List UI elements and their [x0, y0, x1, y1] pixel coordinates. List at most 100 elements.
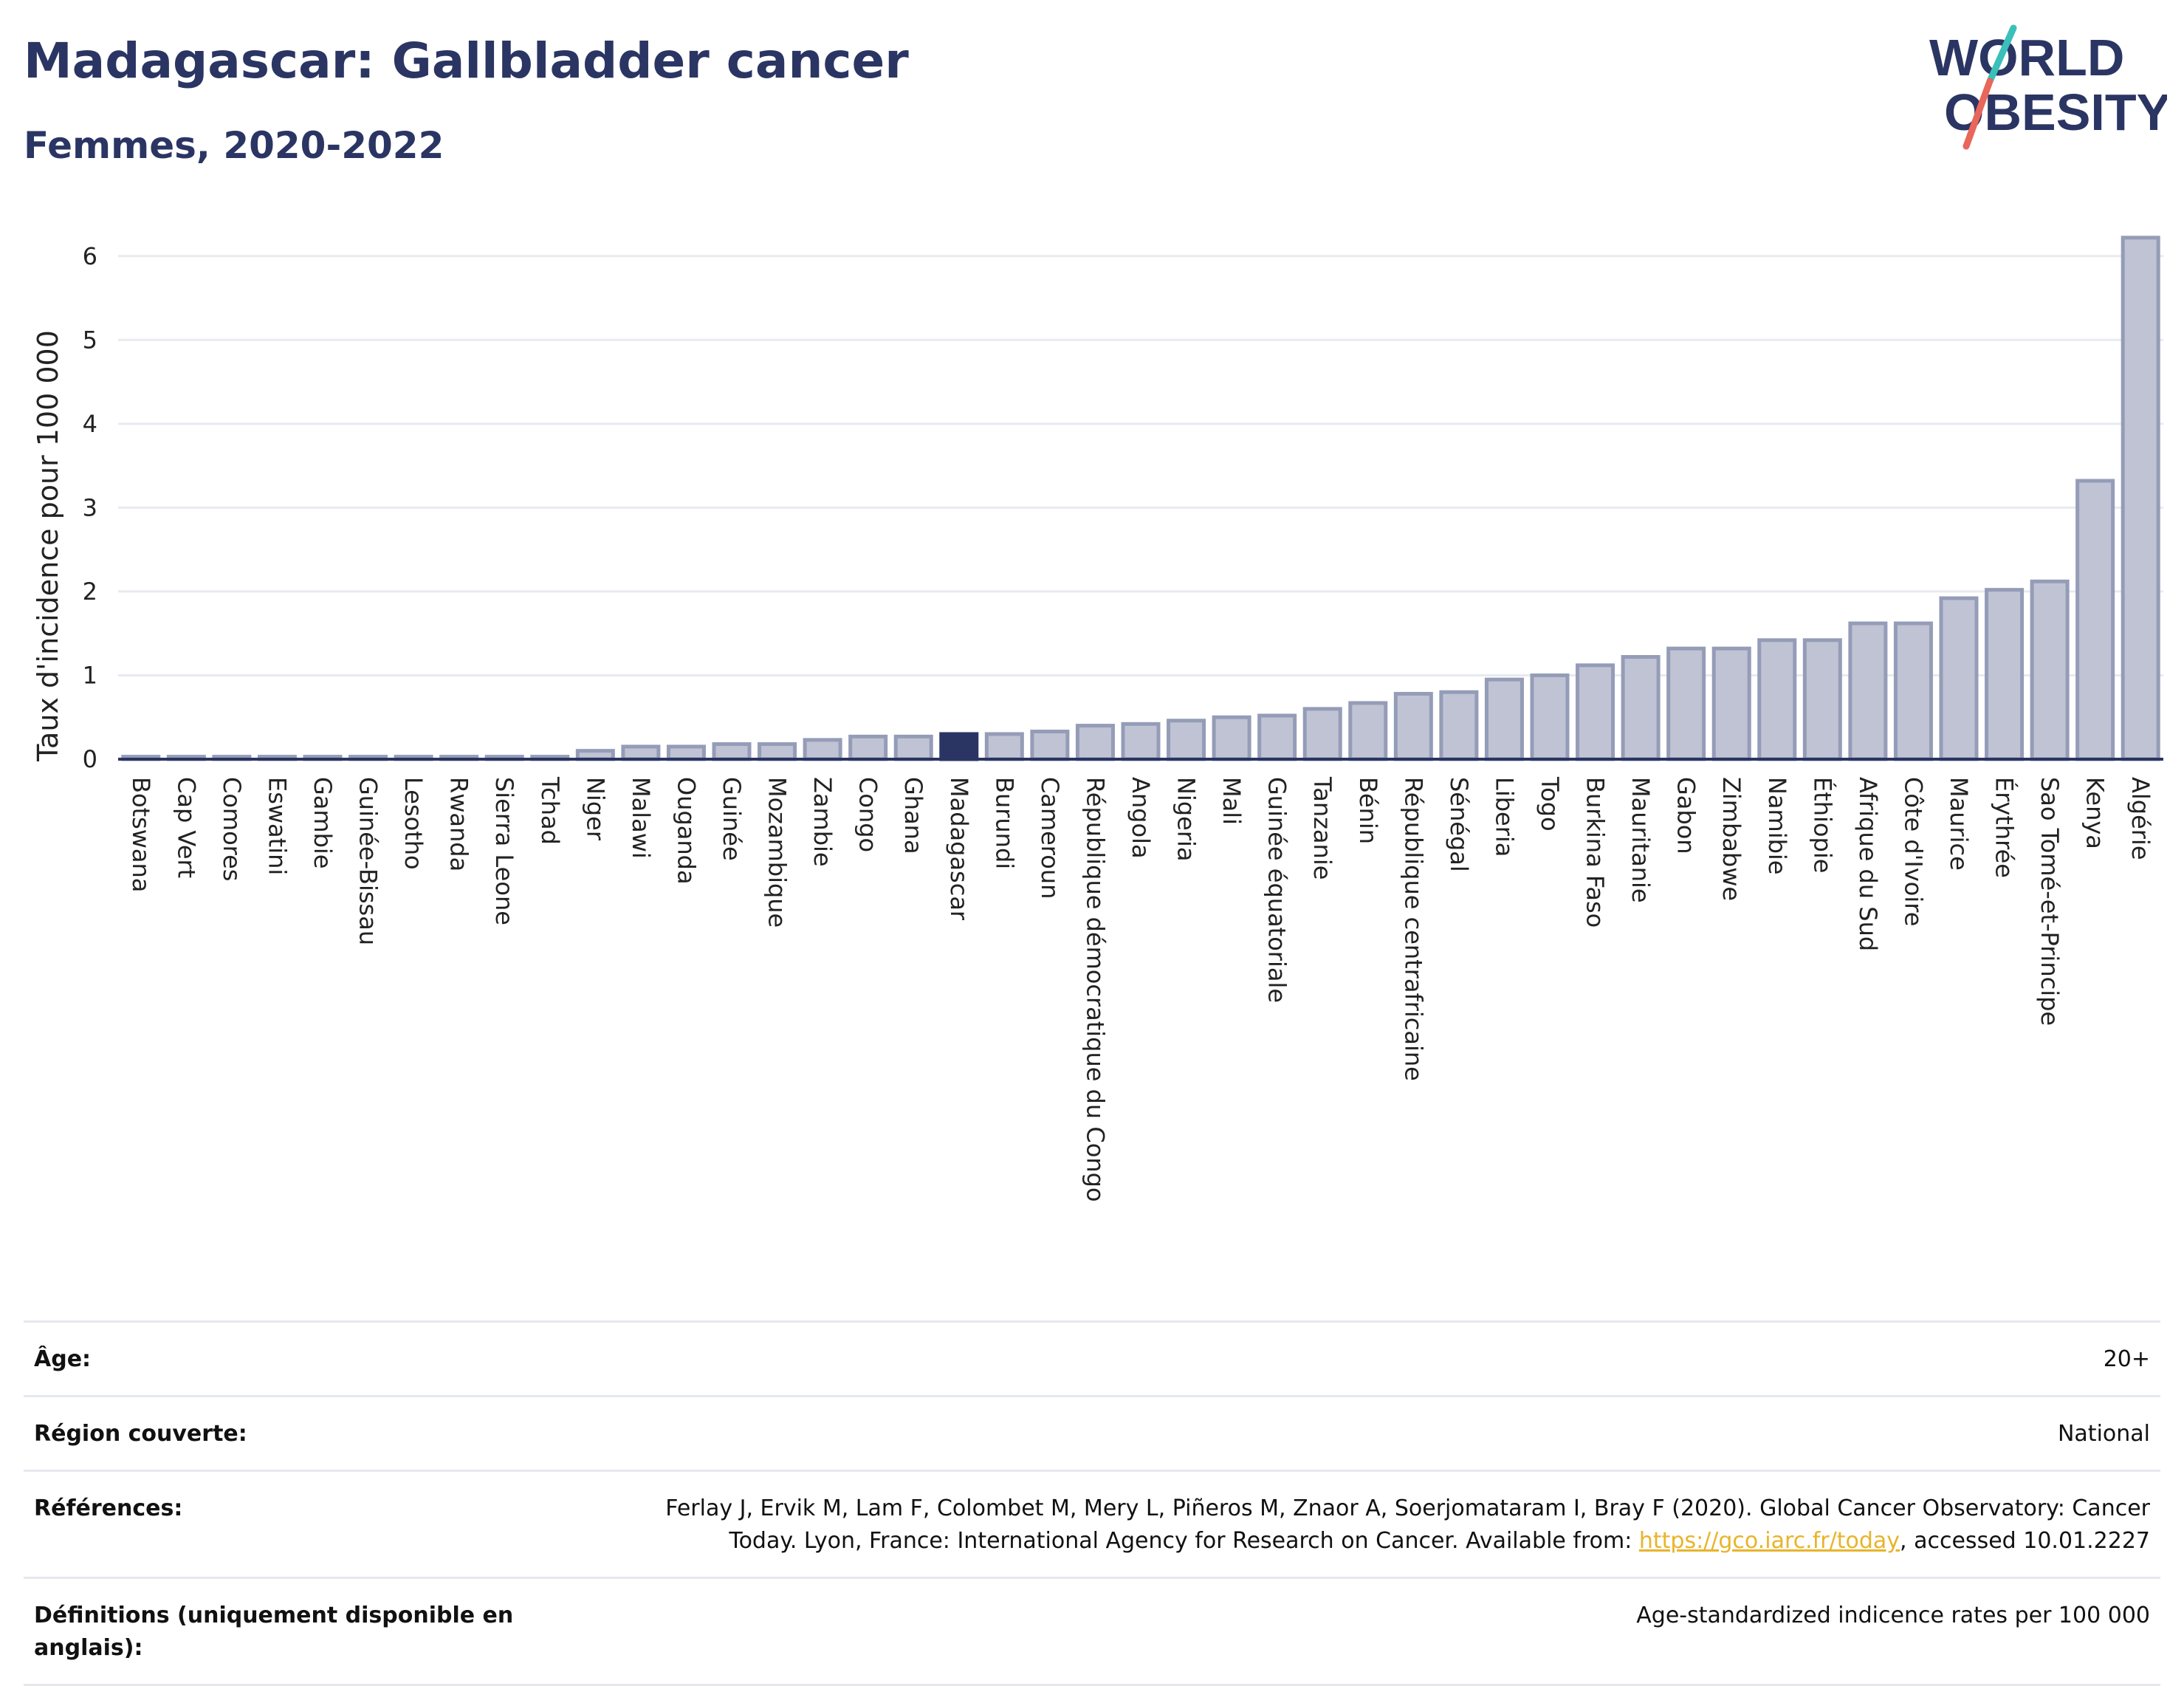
- x-tick-label: Tchad: [536, 776, 564, 845]
- y-tick-label: 5: [83, 326, 97, 354]
- x-tick-label: Kenya: [2081, 777, 2109, 849]
- bar-namibie: [1757, 638, 1797, 761]
- grid-lines: [118, 255, 2163, 676]
- bar-gabon: [1666, 646, 1706, 761]
- y-tick-label: 0: [83, 745, 97, 773]
- x-tick-label: Madagascar: [945, 777, 973, 921]
- bar-mali: [1212, 715, 1251, 761]
- references-line2-prefix: Today. Lyon, France: International Agenc…: [729, 1528, 1639, 1554]
- y-tick-label: 1: [83, 661, 97, 689]
- x-tick-label: Côte d'Ivoire: [1899, 777, 1927, 926]
- references-line1: Ferlay J, Ervik M, Lam F, Colombet M, Me…: [665, 1495, 2150, 1521]
- x-tick-label: Gabon: [1672, 777, 1700, 854]
- bar-congo: [848, 734, 888, 761]
- chart-title: Madagascar: Gallbladder cancer: [24, 32, 909, 89]
- x-tick-label: Érythrée: [1991, 777, 2019, 878]
- x-tick-label: Mali: [1218, 777, 1246, 825]
- bar-guin-e-quatoriale: [1257, 713, 1297, 761]
- y-tick-label: 6: [83, 242, 97, 270]
- x-tick-label: Guinée-Bissau: [354, 777, 382, 945]
- y-axis-ticks: 0 1 2 3 4 5 6: [83, 242, 97, 773]
- bar-afrique-du-sud: [1848, 621, 1888, 761]
- logo-slash-teal: [1986, 24, 2017, 85]
- x-tick-label: République démocratique du Congo: [1081, 777, 1109, 1202]
- references-label: Références:: [34, 1495, 183, 1521]
- bar-maurice: [1939, 596, 1979, 761]
- x-tick-label: Lesotho: [399, 777, 427, 870]
- x-tick-label: Algérie: [2126, 777, 2154, 860]
- references-line2-suffix: , accessed 10.01.2227: [1900, 1528, 2150, 1554]
- x-tick-label: Angola: [1127, 777, 1155, 859]
- bar-madagascar: [939, 732, 979, 761]
- y-tick-label: 2: [83, 578, 97, 606]
- x-tick-label: Cameroun: [1036, 777, 1064, 899]
- bar-s-n-gal: [1439, 690, 1479, 761]
- x-tick-label: Tanzanie: [1308, 776, 1336, 880]
- bar-alg-rie: [2121, 236, 2160, 761]
- bar-ghana: [893, 734, 933, 761]
- references-value: Ferlay J, Ervik M, Lam F, Colombet M, Me…: [600, 1493, 2150, 1558]
- x-tick-label: Guinée équatoriale: [1263, 777, 1291, 1003]
- bar-nigeria: [1167, 719, 1206, 761]
- bar-ouganda: [666, 744, 706, 761]
- bar-zimbabwe: [1711, 646, 1751, 761]
- definitions-value: Age-standardized indicence rates per 100…: [1636, 1603, 2150, 1628]
- x-tick-label: Cap Vert: [172, 777, 200, 878]
- bar-angola: [1121, 722, 1161, 761]
- bar-togo: [1530, 673, 1570, 761]
- bar-tanzanie: [1302, 707, 1342, 761]
- x-tick-label: Namibie: [1763, 777, 1791, 875]
- x-tick-label: Burkina Faso: [1582, 777, 1610, 928]
- age-label: Âge:: [34, 1346, 92, 1372]
- logo-slash-coral: [1962, 78, 1994, 150]
- x-tick-label: Bénin: [1354, 777, 1382, 844]
- x-tick-label: Burundi: [990, 777, 1018, 869]
- x-tick-label: Congo: [854, 777, 882, 852]
- definitions-label: Définitions (uniquement disponible en an…: [34, 1603, 514, 1661]
- bar-burkina-faso: [1576, 663, 1615, 761]
- bar-burundi: [984, 732, 1024, 761]
- references-link[interactable]: https://gco.iarc.fr/today: [1638, 1528, 1900, 1554]
- bar-r-publique-centrafricaine: [1393, 691, 1433, 761]
- x-tick-label: Ouganda: [672, 777, 700, 885]
- x-tick-label: Eswatini: [263, 777, 291, 875]
- y-axis-label: Taux d'incidence pour 100 000: [32, 330, 64, 762]
- x-tick-label: Zambie: [808, 777, 837, 867]
- bar--rythr-e: [1985, 588, 2025, 761]
- info-row-definitions: Définitions (uniquement disponible en an…: [24, 1577, 2160, 1686]
- region-label: Région couverte:: [34, 1421, 247, 1447]
- world-obesity-logo: WORLD OBESITY: [1929, 24, 2167, 150]
- x-tick-label: Niger: [581, 777, 609, 841]
- bar-mauritanie: [1621, 654, 1661, 761]
- age-value: 20+: [2103, 1346, 2150, 1372]
- bar--thiopie: [1802, 638, 1842, 761]
- info-row-references: Références: Ferlay J, Ervik M, Lam F, Co…: [24, 1470, 2160, 1577]
- y-tick-label: 3: [83, 493, 97, 521]
- bar-mozambique: [758, 742, 797, 761]
- chart-subtitle: Femmes, 2020-2022: [24, 124, 444, 167]
- bar-sao-tom-et-principe: [2030, 579, 2070, 761]
- info-row-region: Région couverte: National: [24, 1395, 2160, 1470]
- y-tick-label: 4: [83, 410, 97, 438]
- x-tick-label: Mozambique: [763, 777, 791, 928]
- logo-line1: WORLD: [1929, 29, 2124, 86]
- x-tick-label: Gambie: [309, 777, 337, 868]
- x-tick-label: Afrique du Sud: [1854, 777, 1882, 951]
- x-tick-label: Botswana: [127, 777, 155, 892]
- info-row-age: Âge: 20+: [24, 1320, 2160, 1395]
- x-tick-label: Comores: [218, 777, 246, 881]
- bar-chart: 0 1 2 3 4 5 6 Botswana Cap Vert Comores Eswatini G…: [32, 236, 2163, 1202]
- x-tick-label: Rwanda: [445, 777, 473, 871]
- bar-cameroun: [1030, 730, 1070, 761]
- x-tick-label: Ghana: [899, 777, 927, 854]
- x-tick-label: Éthiopie: [1808, 777, 1836, 873]
- x-tick-label: Zimbabwe: [1717, 777, 1745, 901]
- x-tick-label: Nigeria: [1172, 777, 1201, 861]
- bar-kenya: [2075, 479, 2115, 761]
- bar-malawi: [621, 744, 661, 761]
- x-tick-label: Mauritanie: [1627, 777, 1655, 903]
- bar-r-publique-d-mocratique-du-congo: [1075, 724, 1115, 761]
- x-tick-label: Malawi: [627, 777, 655, 859]
- x-tick-label: Sierra Leone: [490, 777, 518, 925]
- region-value: National: [2057, 1421, 2150, 1447]
